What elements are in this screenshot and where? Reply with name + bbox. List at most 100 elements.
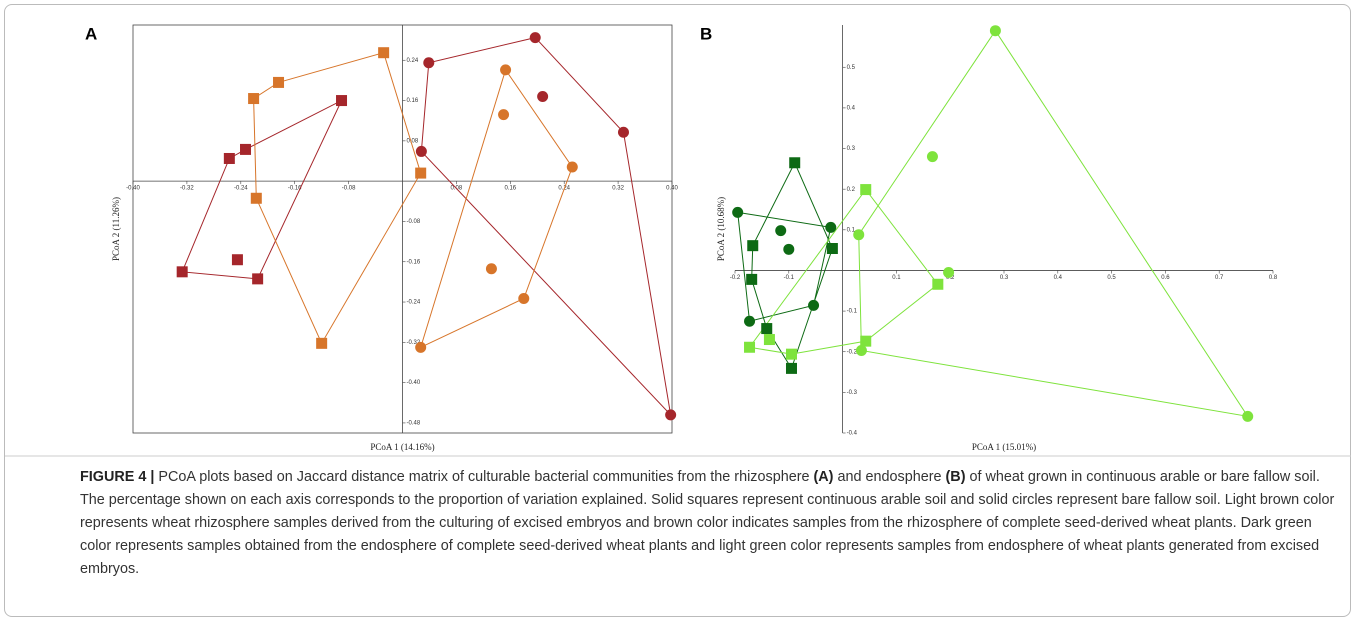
square-point: [176, 266, 188, 278]
y-tick-label: -0.16: [407, 259, 421, 265]
caption-text: (A): [813, 469, 834, 485]
circle-point: [855, 345, 867, 357]
caption: FIGURE 4 | PCoA plots based on Jaccard d…: [80, 466, 1342, 581]
square-point: [415, 167, 427, 179]
circle-point: [500, 64, 512, 76]
x-tick-label: -0.32: [180, 186, 194, 192]
circle-point: [853, 229, 865, 241]
y-tick-label: 0.1: [847, 227, 856, 233]
x-tick-label: -0.1: [784, 275, 795, 281]
circle-point: [537, 91, 549, 103]
square-point: [250, 192, 262, 204]
x-tick-label: -0.40: [126, 186, 140, 192]
group-hull: [748, 188, 939, 355]
square-point: [860, 184, 872, 196]
x-tick-label: 0.6: [1161, 275, 1170, 281]
group-hull: [751, 161, 833, 370]
group-hull: [420, 37, 672, 417]
y-tick-label: -0.08: [407, 219, 421, 225]
square-point: [273, 76, 285, 88]
square-point: [248, 93, 260, 105]
square-point: [316, 337, 328, 349]
y-tick-label: -0.3: [847, 390, 858, 396]
square-point: [223, 152, 235, 164]
x-tick-label: 0.4: [1054, 275, 1063, 281]
square-point: [746, 273, 758, 285]
y-tick-label: 0.2: [847, 187, 856, 193]
x-tick-label: 0.3: [1000, 275, 1009, 281]
y-tick-label: 0.4: [847, 105, 856, 111]
x-tick-label: 0.7: [1215, 275, 1224, 281]
y-tick-label: -0.48: [407, 421, 421, 427]
circle-point: [775, 225, 787, 237]
y-tick-label: -0.24: [407, 300, 421, 306]
x-tick-label: 0.2: [946, 275, 955, 281]
circle-point: [485, 263, 497, 275]
square-point: [761, 323, 773, 335]
caption-text: (B): [945, 469, 966, 485]
square-point: [826, 243, 838, 255]
x-axis-label: PCoA 1 (15.01%): [972, 442, 1036, 452]
x-axis-label: PCoA 1 (14.16%): [370, 442, 434, 452]
square-point: [860, 335, 872, 347]
square-point: [231, 254, 243, 266]
circle-point: [825, 221, 837, 233]
circle-point: [744, 315, 756, 327]
square-point: [378, 47, 390, 59]
group-hull: [858, 29, 1249, 418]
group-hull: [419, 68, 573, 349]
figure-frame: [4, 4, 1351, 617]
y-tick-label: 0.5: [847, 65, 856, 71]
square-point: [785, 348, 797, 360]
x-tick-label: 0.1: [892, 275, 901, 281]
x-tick-label: 0.40: [666, 186, 678, 192]
y-tick-label: 0.3: [847, 146, 856, 152]
caption-text: PCoA plots based on Jaccard distance mat…: [158, 469, 814, 485]
y-tick-label: -0.2: [847, 349, 858, 355]
square-point: [789, 157, 801, 169]
x-tick-label: -0.2: [730, 275, 741, 281]
square-point: [932, 278, 944, 290]
y-tick-label: 0.16: [407, 98, 419, 104]
group-hull: [181, 99, 343, 280]
square-point: [252, 273, 264, 285]
circle-point: [617, 126, 629, 138]
circle-point: [415, 145, 427, 157]
circle-point: [808, 299, 820, 311]
figure: -0.40 -0.32 -0.24 -0.16 -0.08 0.08 0.16 0.24 0.3…: [5, 24, 1351, 457]
y-tick-label: -0.32: [407, 340, 421, 346]
x-tick-label: 0.32: [612, 186, 624, 192]
square-point: [240, 143, 252, 155]
caption-text: of wheat grown in continuous arable or b…: [80, 469, 1335, 577]
caption-label: FIGURE 4 |: [80, 469, 155, 485]
x-tick-label: -0.16: [288, 186, 302, 192]
panel-label: A: [85, 24, 97, 43]
x-tick-label: 0.8: [1269, 275, 1278, 281]
circle-point: [415, 341, 427, 353]
y-tick-label: 0.08: [407, 138, 419, 144]
y-tick-label: 0.24: [407, 58, 419, 64]
square-point: [763, 334, 775, 346]
circle-point: [518, 293, 530, 305]
y-axis-label: PCoA 2 (10.68%): [716, 197, 726, 261]
circle-point: [943, 266, 955, 278]
square-point: [785, 362, 797, 374]
circle-point: [1242, 410, 1254, 422]
circle-point: [989, 25, 1001, 37]
circle-point: [783, 243, 795, 255]
x-tick-label: -0.24: [234, 186, 248, 192]
x-tick-label: 0.16: [504, 186, 516, 192]
circle-point: [926, 151, 938, 163]
x-tick-label: 0.5: [1107, 275, 1116, 281]
circle-point: [566, 161, 578, 173]
y-axis-label: PCoA 2 (11.26%): [111, 197, 121, 261]
circle-point: [529, 32, 541, 44]
circle-point: [665, 409, 677, 421]
x-tick-label: -0.08: [342, 186, 356, 192]
circle-point: [498, 109, 510, 121]
square-point: [744, 341, 756, 353]
y-tick-label: -0.40: [407, 380, 421, 386]
caption-text: and endosphere: [833, 469, 946, 485]
circle-point: [423, 57, 435, 69]
square-point: [336, 95, 348, 107]
